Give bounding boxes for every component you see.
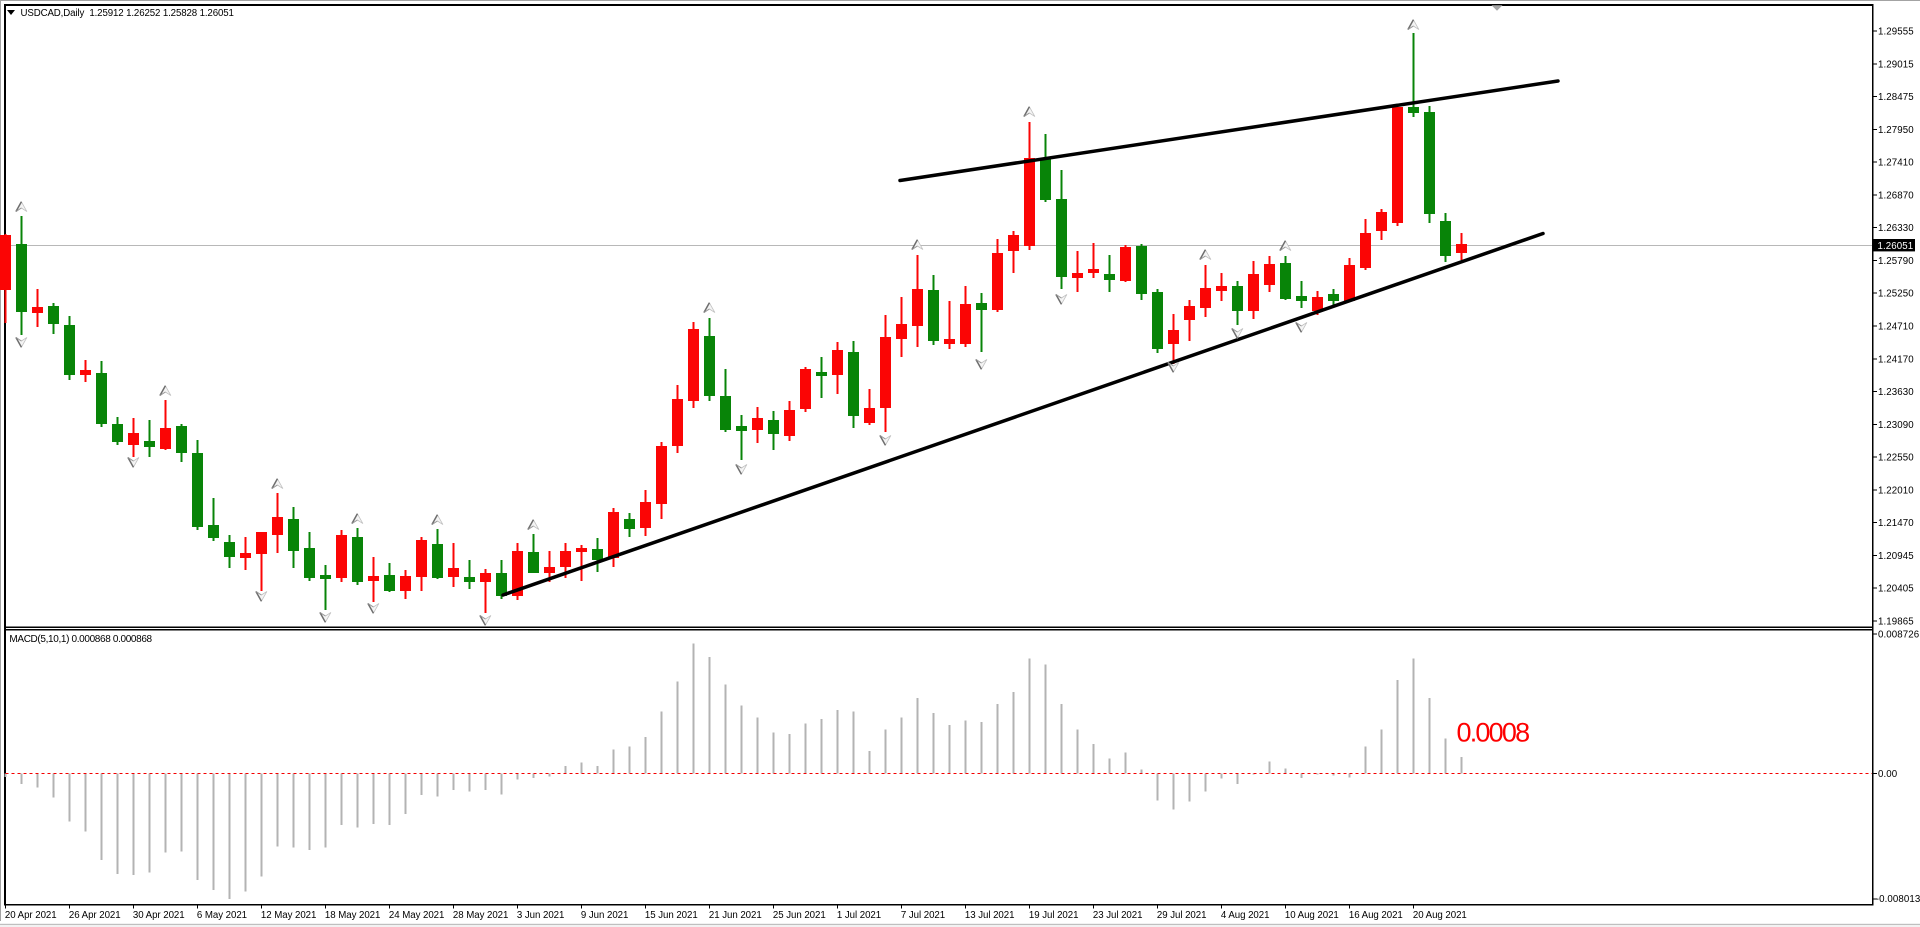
svg-text:16 Aug 2021: 16 Aug 2021 (1349, 910, 1403, 921)
svg-text:1 Jul 2021: 1 Jul 2021 (837, 910, 881, 921)
svg-text:10 Aug 2021: 10 Aug 2021 (1285, 910, 1339, 921)
svg-text:4 Aug 2021: 4 Aug 2021 (1221, 910, 1270, 921)
svg-text:26 Apr 2021: 26 Apr 2021 (69, 910, 121, 921)
svg-text:20 Aug 2021: 20 Aug 2021 (1413, 910, 1467, 921)
svg-text:23 Jul 2021: 23 Jul 2021 (1093, 910, 1143, 921)
svg-text:1.23630: 1.23630 (1878, 387, 1914, 398)
svg-text:12 May 2021: 12 May 2021 (261, 910, 316, 921)
svg-text:1.20945: 1.20945 (1878, 551, 1914, 562)
svg-text:1.26330: 1.26330 (1878, 223, 1914, 234)
svg-text:1.26870: 1.26870 (1878, 190, 1914, 201)
svg-text:1.24710: 1.24710 (1878, 322, 1914, 333)
svg-text:18 May 2021: 18 May 2021 (325, 910, 380, 921)
svg-text:28 May 2021: 28 May 2021 (453, 910, 508, 921)
svg-text:0.00: 0.00 (1878, 769, 1898, 780)
svg-text:24 May 2021: 24 May 2021 (389, 910, 444, 921)
svg-text:30 Apr 2021: 30 Apr 2021 (133, 910, 185, 921)
svg-text:20 Apr 2021: 20 Apr 2021 (5, 910, 57, 921)
svg-text:1.20405: 1.20405 (1878, 584, 1914, 595)
svg-text:7 Jul 2021: 7 Jul 2021 (901, 910, 945, 921)
svg-text:-0.008013: -0.008013 (1876, 894, 1920, 905)
svg-text:1.21470: 1.21470 (1878, 518, 1914, 529)
svg-text:25 Jun 2021: 25 Jun 2021 (773, 910, 826, 921)
svg-text:1.28475: 1.28475 (1878, 92, 1914, 103)
svg-text:0.0008: 0.0008 (1457, 718, 1530, 748)
svg-text:USDCAD,Daily 1.25912 1.26252: USDCAD,Daily 1.25912 1.26252 1.25828 1.2… (21, 8, 234, 19)
svg-text:MACD(5,10,1) 0.000868 0.000868: MACD(5,10,1) 0.000868 0.000868 (9, 634, 152, 645)
svg-text:1.19865: 1.19865 (1878, 617, 1914, 628)
svg-text:1.23090: 1.23090 (1878, 420, 1914, 431)
svg-text:13 Jul 2021: 13 Jul 2021 (965, 910, 1015, 921)
svg-text:1.22550: 1.22550 (1878, 453, 1914, 464)
svg-text:1.22010: 1.22010 (1878, 485, 1914, 496)
svg-text:1.26051: 1.26051 (1878, 241, 1914, 252)
svg-text:1.29555: 1.29555 (1878, 27, 1914, 38)
svg-text:19 Jul 2021: 19 Jul 2021 (1029, 910, 1079, 921)
svg-text:0.008726: 0.008726 (1878, 630, 1919, 641)
svg-text:29 Jul 2021: 29 Jul 2021 (1157, 910, 1207, 921)
svg-text:1.25250: 1.25250 (1878, 289, 1914, 300)
svg-text:21 Jun 2021: 21 Jun 2021 (709, 910, 762, 921)
svg-text:1.25790: 1.25790 (1878, 256, 1914, 267)
svg-text:9 Jun 2021: 9 Jun 2021 (581, 910, 628, 921)
svg-text:1.29015: 1.29015 (1878, 59, 1914, 70)
svg-text:15 Jun 2021: 15 Jun 2021 (645, 910, 698, 921)
svg-text:1.27410: 1.27410 (1878, 158, 1914, 169)
svg-text:3 Jun 2021: 3 Jun 2021 (517, 910, 564, 921)
svg-text:1.27950: 1.27950 (1878, 125, 1914, 136)
svg-text:6 May 2021: 6 May 2021 (197, 910, 247, 921)
svg-text:1.24170: 1.24170 (1878, 354, 1914, 365)
